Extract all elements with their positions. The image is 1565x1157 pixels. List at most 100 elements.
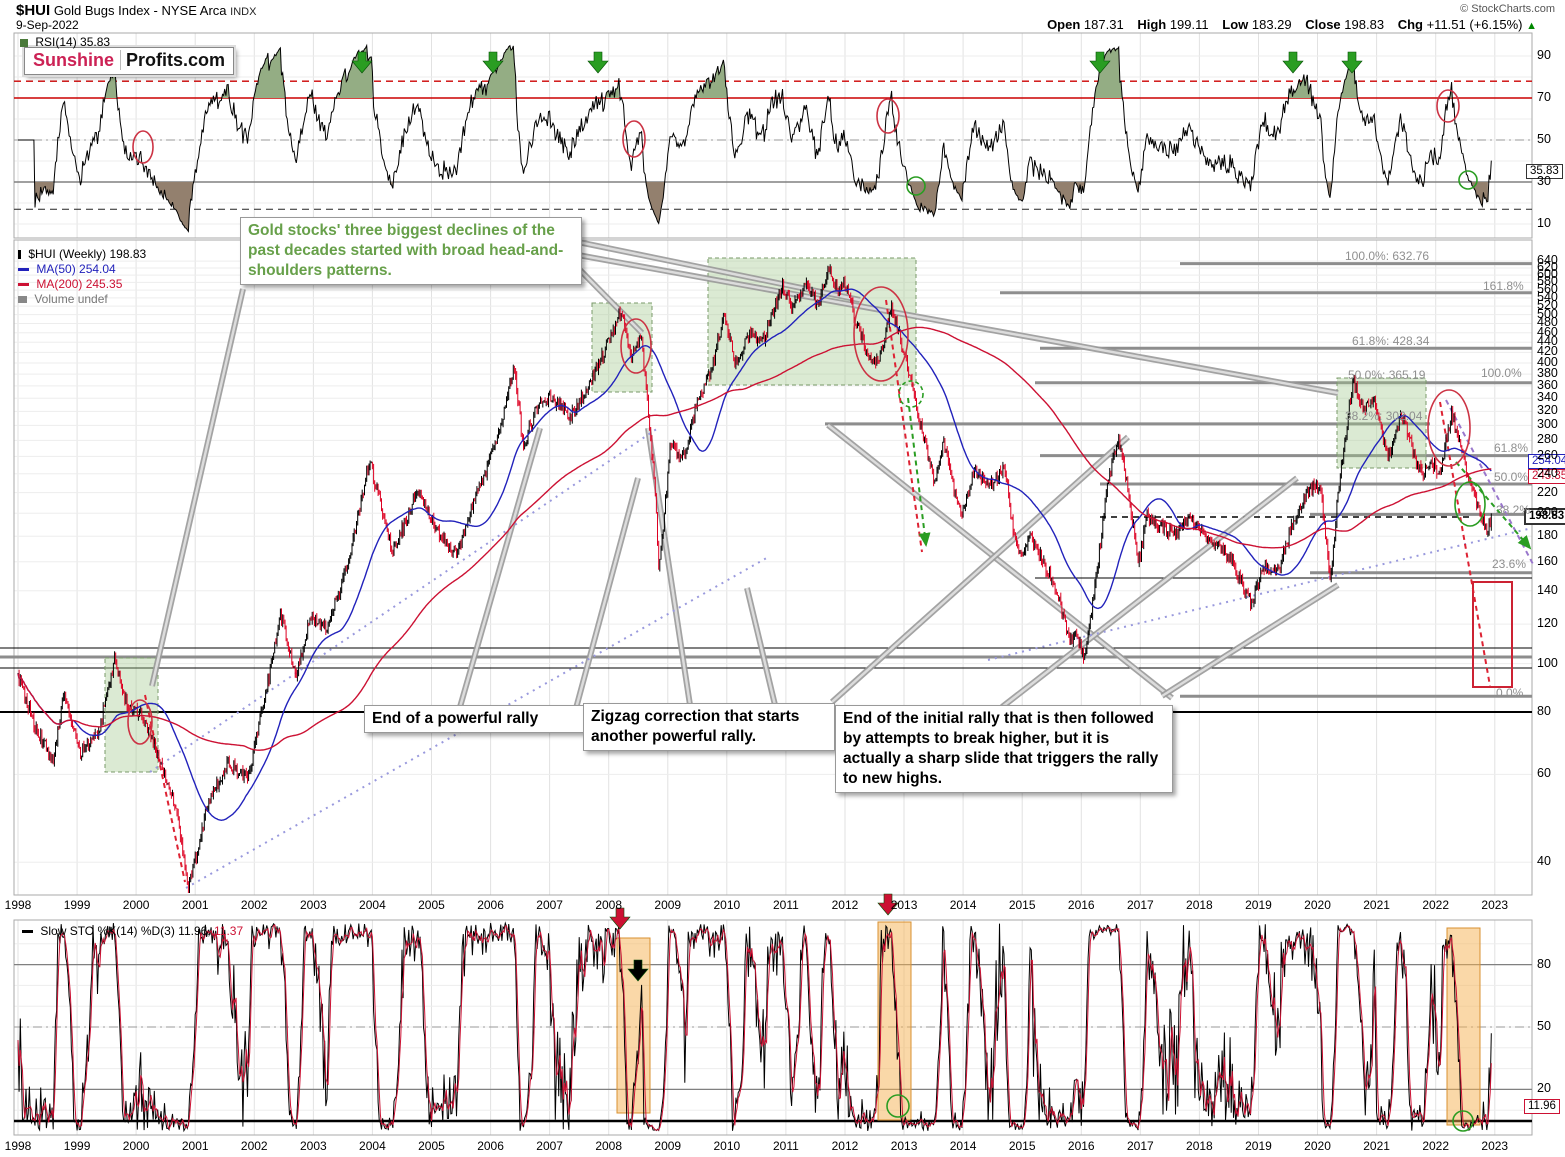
annotation-head-and-shoulders: Gold stocks' three biggest declines of t… [240, 217, 582, 285]
main-y-tick: 380 [1537, 366, 1558, 381]
main-x-year: 2017 [1126, 898, 1154, 912]
sto-x-year: 2022 [1422, 1139, 1450, 1153]
main-y-tick: 180 [1537, 528, 1558, 543]
sto-x-year: 1999 [63, 1139, 91, 1153]
close-label: Close [1305, 17, 1341, 32]
sto-x-year: 2020 [1304, 1139, 1331, 1153]
main-y-tick: 580 [1537, 274, 1558, 289]
sto-x-year: 2008 [595, 1139, 623, 1153]
legend-volume-row: Volume undef [18, 292, 146, 307]
sto-x-year: 2015 [1008, 1139, 1036, 1153]
legend-price-row: $HUI (Weekly) 198.83 [18, 247, 146, 262]
main-x-year: 2011 [773, 898, 799, 912]
high-label: High [1137, 17, 1167, 32]
main-y-tick: 220 [1537, 484, 1558, 499]
main-x-year: 2013 [890, 898, 918, 912]
main-y-tick: 460 [1537, 324, 1558, 339]
main-y-tick: 480 [1537, 315, 1558, 330]
legend-ma50-label: MA(50) 254.04 [36, 262, 116, 276]
sto-x-year: 2011 [773, 1139, 799, 1153]
main-x-year: 2002 [240, 898, 268, 912]
main-x-year: 2016 [1067, 898, 1095, 912]
high-value: 199.11 [1169, 17, 1209, 32]
main-x-year: 2020 [1304, 898, 1331, 912]
ma50-price-tag: 254.04 [1528, 454, 1565, 469]
main-y-tick: 600 [1537, 267, 1558, 282]
main-x-year: 2012 [831, 898, 859, 912]
rsi-legend-label: RSI(14) 35.83 [35, 35, 111, 49]
annotation-initial-rally: End of the initial rally that is then fo… [835, 705, 1173, 793]
symbol: $HUI [16, 2, 51, 19]
ohlc-readout: Open 187.31 High 199.11 Low 183.29 Close… [1037, 17, 1537, 32]
sto-legend-label: Slow STO %K(14) %D(3) 11.96, [40, 924, 211, 938]
sto-x-year: 2002 [240, 1139, 268, 1153]
rsi-y-tick: 70 [1537, 90, 1551, 104]
main-x-year: 2000 [122, 898, 150, 912]
main-x-year: 2022 [1422, 898, 1450, 912]
sto-x-year: 2023 [1481, 1139, 1509, 1153]
rsi-value-tag: 35.83 [1526, 164, 1563, 179]
sto-x-year: 2003 [299, 1139, 327, 1153]
low-value: 183.29 [1251, 17, 1292, 32]
sto-x-year: 2017 [1126, 1139, 1154, 1153]
main-legend: $HUI (Weekly) 198.83 MA(50) 254.04 MA(20… [18, 247, 146, 307]
stockcharts-copyright[interactable]: © StockCharts.com [1460, 3, 1555, 15]
logo-part1: Sunshine [33, 50, 122, 70]
main-y-tick: 320 [1537, 403, 1558, 418]
main-y-tick: 420 [1537, 344, 1558, 359]
main-y-tick: 400 [1537, 355, 1558, 369]
open-label: Open [1047, 17, 1081, 32]
fib-label: 38.2% [1496, 503, 1531, 517]
legend-price-label: $HUI (Weekly) 198.83 [28, 247, 147, 261]
chg-value: +11.51 (+6.15%) [1426, 17, 1523, 32]
legend-ma50-row: MA(50) 254.04 [18, 262, 146, 277]
logo-part2: Profits.com [126, 50, 226, 70]
main-y-tick: 60 [1537, 766, 1551, 781]
fib-label: 0.0% [1496, 686, 1524, 700]
sto-x-year: 2014 [949, 1139, 977, 1153]
main-x-year: 2009 [654, 898, 682, 912]
annotation-zigzag: Zigzag correction that starts another po… [583, 703, 835, 751]
rsi-legend: RSI(14) 35.83 [20, 35, 110, 50]
fib-label: 50.0% [1494, 470, 1529, 484]
fib-label: 23.6% [1492, 557, 1527, 571]
main-x-year: 2015 [1008, 898, 1036, 912]
sto-x-year: 1998 [4, 1139, 32, 1153]
fib-label: 161.8% [1483, 279, 1524, 293]
rsi-icon [20, 38, 28, 47]
main-y-tick: 80 [1537, 704, 1551, 718]
sto-x-year: 2005 [418, 1139, 445, 1153]
main-y-tick: 500 [1537, 306, 1558, 321]
sunshine-profits-logo[interactable]: Sunshine Profits.com [21, 45, 237, 77]
main-x-year: 2007 [536, 898, 563, 912]
main-x-year: 2019 [1245, 898, 1272, 912]
sto-x-year: 2021 [1363, 1139, 1390, 1153]
fib-label: 50.0%: 365.19 [1348, 368, 1426, 382]
main-y-tick: 200 [1537, 505, 1558, 520]
open-value: 187.31 [1083, 17, 1124, 32]
sto-x-year: 2018 [1186, 1139, 1213, 1153]
fib-label: 61.8% [1494, 441, 1529, 455]
main-y-tick: 340 [1537, 390, 1558, 405]
sto-x-year: 2010 [713, 1139, 741, 1153]
rsi-y-tick: 90 [1537, 48, 1551, 62]
main-x-year: 2006 [477, 898, 504, 912]
annotation-end-of-rally: End of a powerful rally [364, 705, 626, 733]
main-y-tick: 520 [1537, 298, 1558, 313]
volume-bars-icon [18, 296, 27, 304]
ma200-line-icon [18, 283, 29, 287]
main-y-tick: 260 [1537, 448, 1558, 463]
main-x-year: 2014 [949, 898, 977, 912]
close-value: 198.83 [1344, 17, 1385, 32]
sto-x-year: 2016 [1067, 1139, 1095, 1153]
fib-label: 61.8%: 428.34 [1352, 334, 1430, 348]
main-x-year: 2023 [1481, 898, 1509, 912]
exchange: INDX [230, 6, 257, 18]
low-label: Low [1222, 17, 1249, 32]
sto-x-year: 2019 [1245, 1139, 1272, 1153]
main-y-tick: 280 [1537, 432, 1558, 447]
rsi-y-tick: 30 [1537, 174, 1551, 188]
main-y-tick: 40 [1537, 854, 1551, 869]
main-y-tick: 640 [1537, 253, 1558, 268]
main-x-year: 2010 [713, 898, 741, 912]
